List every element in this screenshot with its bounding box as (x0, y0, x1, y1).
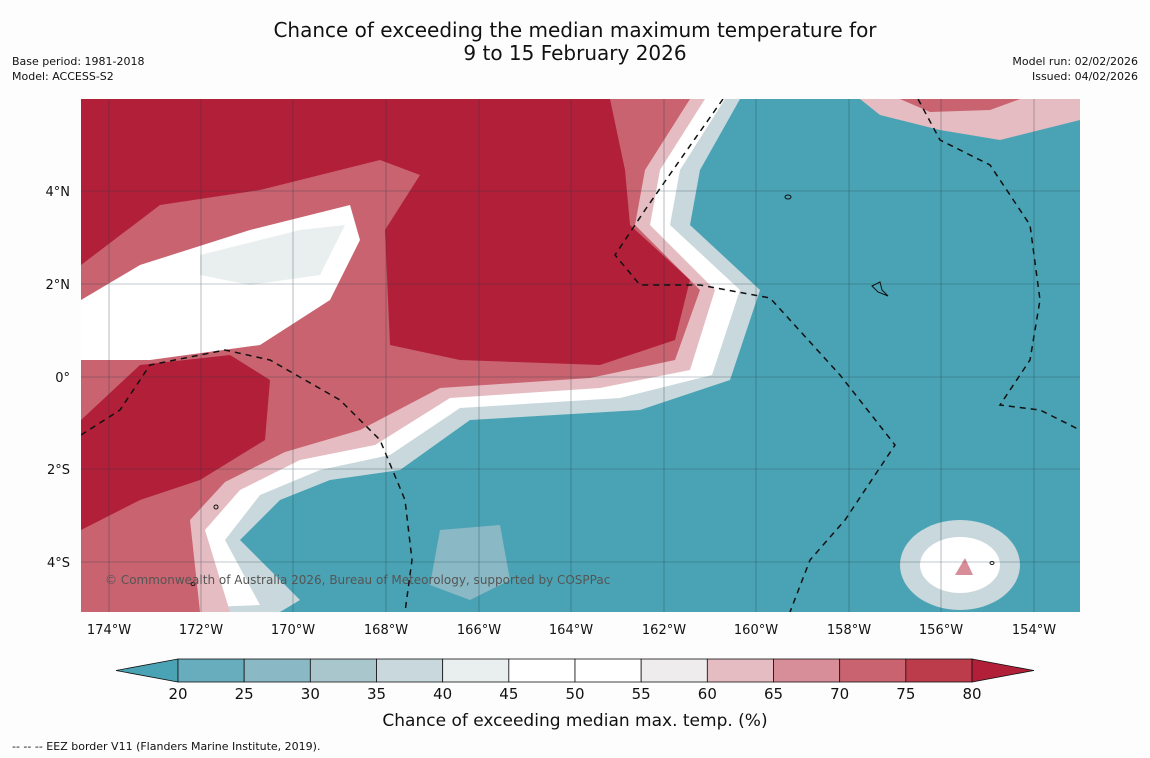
eez-borders (81, 99, 1080, 612)
colorbar-tick-label: 60 (698, 685, 717, 703)
island (213, 504, 219, 510)
colorbar-tick-label: 30 (301, 685, 320, 703)
eez-footnote: -- -- -- EEZ border V11 (Flanders Marine… (12, 740, 321, 753)
x-tick-label: 164°W (549, 623, 593, 638)
cool-pocket-west (200, 225, 345, 285)
colorbar-label: Chance of exceeding median max. temp. (%… (382, 711, 767, 731)
colorbar-tick-label: 35 (367, 685, 386, 703)
colorbar-tick-label: 45 (499, 685, 518, 703)
colorbar-tick-label: 50 (565, 685, 584, 703)
y-tick-label: 4°N (46, 185, 71, 200)
meta-left: Base period: 1981-2018 Model: ACCESS-S2 (12, 54, 144, 84)
base-period-text: Base period: 1981-2018 (12, 55, 145, 68)
colorbar-tick-label: 75 (896, 685, 915, 703)
colorbar-segment (177, 658, 245, 683)
colorbar-segment (442, 658, 510, 683)
y-axis-labels: 4°N 2°N 0° 2°S 4°S (46, 185, 71, 571)
warm-patch-northeast-core (900, 99, 1020, 112)
forecast-map: © Commonwealth of Australia 2026, Bureau… (81, 99, 1080, 612)
x-axis-labels: 174°W 172°W 170°W 168°W 166°W 164°W 162°… (87, 623, 1056, 638)
warm-spot-southeast (955, 558, 973, 575)
warm-patch-northeast (860, 99, 1080, 140)
model-text: Model: ACCESS-S2 (12, 70, 114, 83)
x-tick-label: 158°W (827, 623, 871, 638)
map-title-line-2: 9 to 15 February 2026 (463, 41, 687, 65)
colorbar-ticks: 20 25 30 35 40 45 50 55 60 65 70 75 80 (168, 685, 981, 703)
island (989, 561, 995, 565)
y-tick-label: 0° (55, 371, 70, 386)
credit-text: © Commonwealth of Australia 2026, Bureau… (105, 573, 610, 587)
warm-core-north (81, 99, 690, 365)
y-tick-label: 4°S (47, 556, 70, 571)
colorbar-segment (309, 658, 377, 683)
colorbar-segment (839, 658, 907, 683)
colorbar-tick-label: 80 (962, 685, 981, 703)
colorbar-segment (376, 658, 444, 683)
x-tick-label: 154°W (1012, 623, 1056, 638)
x-tick-label: 160°W (734, 623, 778, 638)
graticule (81, 99, 1080, 612)
colorbar-segment (905, 658, 973, 683)
y-tick-label: 2°S (47, 463, 70, 478)
map-title-line-1: Chance of exceeding the median maximum t… (273, 18, 877, 42)
x-tick-label: 172°W (179, 623, 223, 638)
x-tick-label: 168°W (364, 623, 408, 638)
colorbar-segment (243, 658, 311, 683)
neutral-island-core (920, 537, 1000, 593)
x-tick-label: 156°W (919, 623, 963, 638)
colorbar (115, 658, 1035, 683)
colorbar-tick-label: 65 (764, 685, 783, 703)
colorbar-segment (508, 658, 576, 683)
model-run-text: Model run: 02/02/2026 (1012, 55, 1138, 68)
colorbar-tick-label: 25 (235, 685, 254, 703)
colorbar-tick-label: 70 (830, 685, 849, 703)
colorbar-tick-label: 40 (433, 685, 452, 703)
colorbar-tick-label: 20 (168, 685, 187, 703)
colorbar-segment (706, 658, 774, 683)
eez-border-east (614, 99, 896, 612)
colorbar-segment (574, 658, 642, 683)
y-tick-label: 2°N (46, 278, 71, 293)
x-tick-label: 174°W (87, 623, 131, 638)
x-tick-label: 166°W (457, 623, 501, 638)
colorbar-tick-label: 55 (632, 685, 651, 703)
colorbar-segment (773, 658, 841, 683)
x-tick-label: 162°W (642, 623, 686, 638)
colorbar-segment (640, 658, 708, 683)
colorbar-arrow-low (115, 658, 179, 683)
meta-right: Model run: 02/02/2026 Issued: 04/02/2026 (1012, 54, 1138, 84)
cool-patch-south (430, 525, 510, 600)
islands (190, 194, 995, 586)
issued-text: Issued: 04/02/2026 (1031, 70, 1138, 83)
island (871, 281, 889, 297)
colorbar-arrow-high (971, 658, 1035, 683)
island (784, 194, 792, 200)
island (190, 582, 196, 586)
eez-border-west (81, 349, 413, 612)
x-tick-label: 170°W (271, 623, 315, 638)
